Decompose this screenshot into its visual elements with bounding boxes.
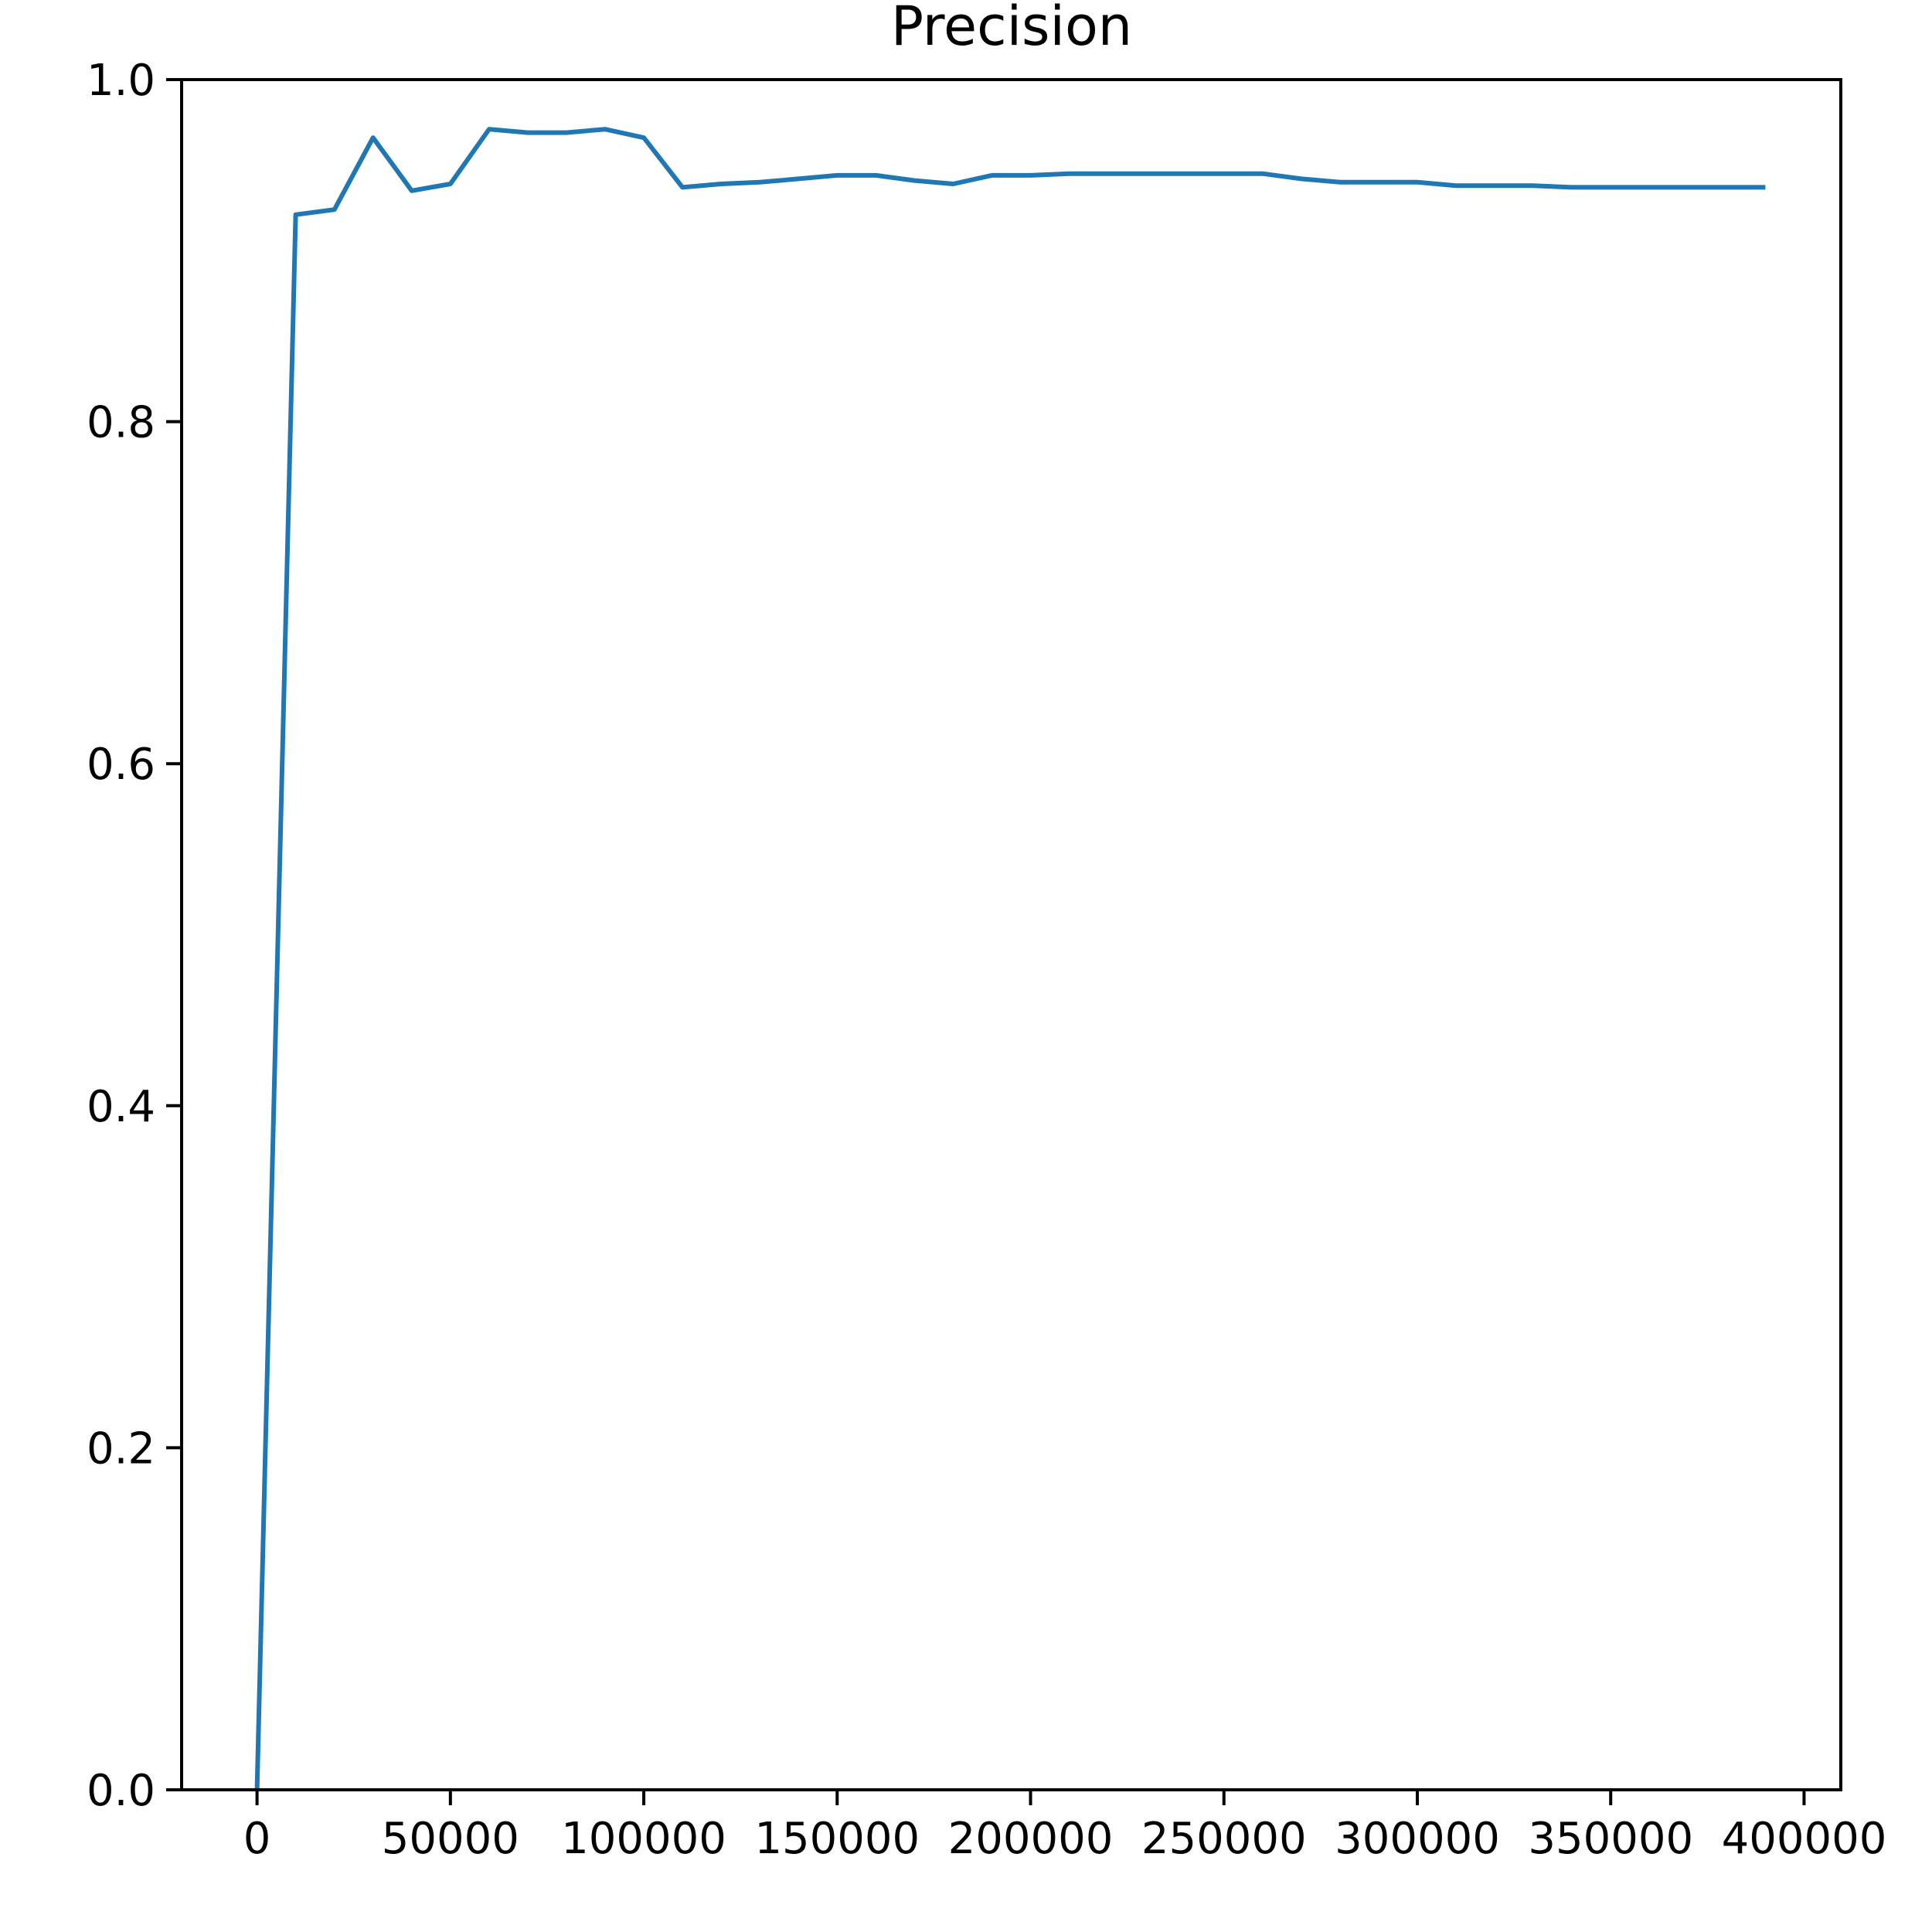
y-tick-label: 0.0 <box>87 1766 155 1816</box>
x-tick-label: 350000 <box>1528 1814 1693 1864</box>
series-line <box>254 127 1766 1791</box>
x-tick-label: 300000 <box>1335 1814 1500 1864</box>
y-tick-label: 0.8 <box>87 398 155 448</box>
x-tick-label: 200000 <box>948 1814 1114 1864</box>
x-tick-label: 400000 <box>1722 1814 1887 1864</box>
x-tick-label: 50000 <box>382 1814 519 1864</box>
y-tick-label: 1.0 <box>87 56 155 106</box>
y-tick-label: 0.4 <box>87 1082 155 1132</box>
plot-area-frame <box>180 78 1842 1791</box>
y-tick-label: 0.6 <box>87 740 155 790</box>
x-tick-label: 250000 <box>1141 1814 1307 1864</box>
series-layer <box>254 127 1766 1791</box>
x-tick-label: 100000 <box>561 1814 726 1864</box>
x-tick-label: 0 <box>243 1814 271 1864</box>
y-tick-label: 0.2 <box>87 1423 155 1474</box>
x-tick-label: 150000 <box>754 1814 920 1864</box>
chart-title: Precision <box>891 0 1132 58</box>
ticks-layer: 0 50000 100000 150000 200000 250000 300000 3500… <box>87 56 1886 1864</box>
